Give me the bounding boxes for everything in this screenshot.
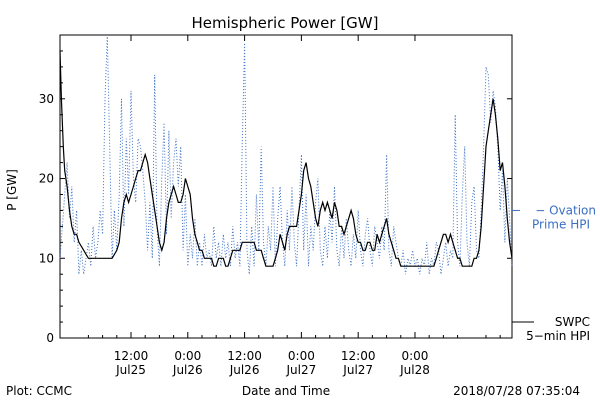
swpc-legend-label: SWPC <box>555 315 590 329</box>
y-tick-label: 30 <box>39 92 54 106</box>
plot-area-border <box>59 34 513 339</box>
ovation-legend-label: − Ovation <box>535 203 596 217</box>
x-tick-label-date: Jul27 <box>286 363 317 377</box>
x-tick-label-time: 0:00 <box>174 349 201 363</box>
x-tick-label-date: Jul27 <box>342 363 373 377</box>
footer-plot-credit: Plot: CCMC <box>6 384 72 398</box>
chart-title: Hemispheric Power [GW] <box>192 14 379 32</box>
x-tick-label-time: 12:00 <box>227 349 262 363</box>
x-tick-label-date: Jul26 <box>172 363 203 377</box>
x-tick-label-time: 0:00 <box>288 349 315 363</box>
footer-timestamp: 2018/07/28 07:35:04 <box>453 384 580 398</box>
ovation-legend-label-2: Prime HPI <box>532 217 590 231</box>
x-axis: 12:00Jul250:00Jul2612:00Jul260:00Jul2712… <box>87 35 501 377</box>
x-tick-label-date: Jul25 <box>115 363 146 377</box>
x-tick-label-date: Jul28 <box>399 363 430 377</box>
swpc-legend-label-2: 5−min HPI <box>526 329 590 343</box>
plot-frame <box>59 34 513 339</box>
y-axis-label: P [GW] <box>5 169 19 211</box>
y-tick-label: 0 <box>46 331 54 345</box>
x-tick-label-time: 12:00 <box>114 349 149 363</box>
x-tick-label-date: Jul26 <box>229 363 260 377</box>
series-layer <box>59 34 513 275</box>
y-axis: 0 10 20 30 <box>39 50 512 345</box>
x-tick-label-time: 12:00 <box>341 349 376 363</box>
x-axis-label: Date and Time <box>242 384 330 398</box>
ovation-prime-hpi-line <box>59 34 513 275</box>
x-tick-label-time: 0:00 <box>401 349 428 363</box>
y-tick-label: 10 <box>39 251 54 265</box>
y-tick-label: 20 <box>39 172 54 186</box>
swpc-hpi-line <box>59 50 513 267</box>
